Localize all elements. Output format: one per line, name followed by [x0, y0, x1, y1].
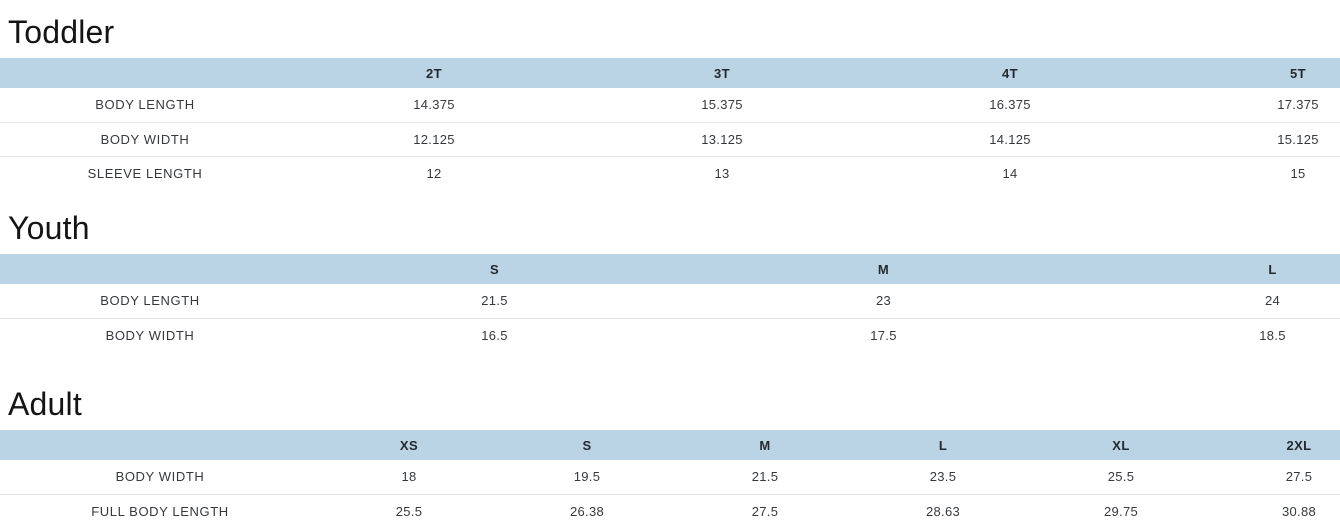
table-clip-container: XS S M L XL 2XL BODY WIDTH 18 19.5 21.5 23.5 25.5 27… — [0, 430, 1340, 528]
table-row: BODY LENGTH 21.5 23 24 — [0, 284, 1340, 318]
size-column-header: 4T — [866, 58, 1154, 88]
size-column-header: 2T — [290, 58, 578, 88]
size-value-cell: 17.5 — [870, 327, 897, 343]
size-value-cell: 16.375 — [989, 97, 1031, 113]
size-column-header: M — [689, 254, 1078, 284]
size-charts: Toddler 2T 3T 4T 5T BODY LENGTH 14.375 15.375 16… — [0, 14, 1340, 528]
table-header: 2T 3T 4T 5T — [0, 58, 1340, 88]
size-value-cell: 25.5 — [395, 503, 423, 519]
size-value-cell: 23.5 — [929, 469, 957, 485]
size-value-cell: 15 — [1290, 165, 1306, 181]
table-clip-container: S M L BODY LENGTH 21.5 23 24 BODY WIDTH 16.5 17.5… — [0, 254, 1340, 352]
size-column-header: 3T — [578, 58, 866, 88]
table-row: SLEEVE LENGTH 12 13 14 15 — [0, 156, 1340, 190]
size-value-cell: 27.5 — [1285, 469, 1313, 485]
size-column-header: S — [498, 430, 676, 460]
header-row: XS S M L XL 2XL — [0, 430, 1340, 460]
table-clip-container: 2T 3T 4T 5T BODY LENGTH 14.375 15.375 16.375 17.… — [0, 58, 1340, 190]
row-label: BODY LENGTH — [100, 293, 200, 309]
size-value-cell: 16.5 — [481, 327, 508, 343]
table-row: FULL BODY LENGTH 25.5 26.38 27.5 28.63 29.75 3… — [0, 494, 1340, 528]
table-body: BODY LENGTH 21.5 23 24 BODY WIDTH 16.5 17.5 18.… — [0, 284, 1340, 352]
table-body: BODY LENGTH 14.375 15.375 16.375 17.375 BODY … — [0, 88, 1340, 190]
size-value-cell: 15.125 — [1277, 131, 1319, 147]
size-value-cell: 27.5 — [751, 503, 779, 519]
size-value-cell: 21.5 — [481, 293, 508, 309]
size-value-cell: 12 — [426, 165, 442, 181]
size-chart-section: Youth S M L BODY LENGTH 21.5 23 24 BODY WIDTH 16.… — [0, 210, 1340, 352]
size-value-cell: 29.75 — [1103, 503, 1139, 519]
size-column-header: S — [300, 254, 689, 284]
size-value-cell: 30.88 — [1281, 503, 1317, 519]
header-row: 2T 3T 4T 5T — [0, 58, 1340, 88]
size-column-header: XS — [320, 430, 498, 460]
row-label: BODY LENGTH — [95, 97, 195, 113]
table-row: BODY WIDTH 18 19.5 21.5 23.5 25.5 27.5 — [0, 460, 1340, 494]
size-value-cell: 26.38 — [569, 503, 605, 519]
size-chart-section: Toddler 2T 3T 4T 5T BODY LENGTH 14.375 15.375 16… — [0, 14, 1340, 190]
size-column-header: XL — [1032, 430, 1210, 460]
size-value-cell: 25.5 — [1107, 469, 1135, 485]
size-value-cell: 13 — [714, 165, 730, 181]
size-value-cell: 15.375 — [701, 97, 743, 113]
size-value-cell: 21.5 — [751, 469, 779, 485]
size-value-cell: 19.5 — [573, 469, 601, 485]
size-value-cell: 14.125 — [989, 131, 1031, 147]
size-value-cell: 17.375 — [1277, 97, 1319, 113]
size-value-cell: 23 — [875, 293, 892, 309]
row-label: FULL BODY LENGTH — [91, 503, 229, 519]
size-column-header: 2XL — [1210, 430, 1340, 460]
size-value-cell: 18 — [401, 469, 417, 485]
section-title: Adult — [8, 386, 82, 422]
adult-size-table: XS S M L XL 2XL BODY WIDTH 18 19.5 21.5 23.5 25.5 27… — [0, 430, 1340, 528]
size-column-header: 5T — [1154, 58, 1340, 88]
size-value-cell: 13.125 — [701, 131, 743, 147]
table-row: BODY LENGTH 14.375 15.375 16.375 17.375 — [0, 88, 1340, 122]
table-body: BODY WIDTH 18 19.5 21.5 23.5 25.5 27.5 FULL BOD… — [0, 460, 1340, 528]
row-label: BODY WIDTH — [115, 469, 205, 485]
corner-cell — [0, 430, 320, 460]
size-value-cell: 12.125 — [413, 131, 455, 147]
size-column-header: L — [1078, 254, 1340, 284]
size-value-cell: 18.5 — [1259, 327, 1286, 343]
youth-size-table: S M L BODY LENGTH 21.5 23 24 BODY WIDTH 16.5 17.5… — [0, 254, 1340, 352]
row-label: BODY WIDTH — [100, 131, 190, 147]
section-title: Toddler — [8, 14, 115, 50]
size-value-cell: 14 — [1002, 165, 1018, 181]
toddler-size-table: 2T 3T 4T 5T BODY LENGTH 14.375 15.375 16.375 17.… — [0, 58, 1340, 190]
corner-cell — [0, 254, 300, 284]
section-title: Youth — [8, 210, 90, 246]
size-column-header: L — [854, 430, 1032, 460]
table-row: BODY WIDTH 16.5 17.5 18.5 — [0, 318, 1340, 352]
size-chart-section: Adult XS S M L XL 2XL BODY WIDTH 18 19.5 21.5 23.5 2… — [0, 386, 1340, 528]
table-header: XS S M L XL 2XL — [0, 430, 1340, 460]
size-value-cell: 28.63 — [925, 503, 961, 519]
corner-cell — [0, 58, 290, 88]
size-column-header: M — [676, 430, 854, 460]
row-label: BODY WIDTH — [105, 327, 195, 343]
table-row: BODY WIDTH 12.125 13.125 14.125 15.125 — [0, 122, 1340, 156]
size-value-cell: 24 — [1264, 293, 1281, 309]
row-label: SLEEVE LENGTH — [87, 165, 203, 181]
size-value-cell: 14.375 — [413, 97, 455, 113]
